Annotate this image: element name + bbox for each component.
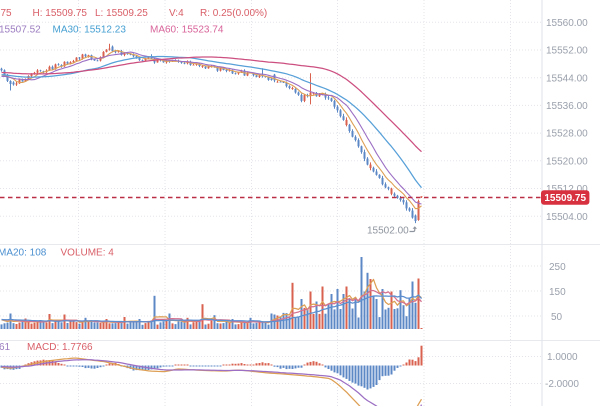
svg-text:15502.00: 15502.00 xyxy=(367,226,409,237)
svg-text:15512.00: 15512.00 xyxy=(546,184,588,195)
svg-text:MA30: 15512.23: MA30: 15512.23 xyxy=(53,25,127,36)
svg-text:VOLUME: 4: VOLUME: 4 xyxy=(61,248,115,259)
svg-text:50: 50 xyxy=(551,312,563,323)
svg-text:R: 0.25(0.00%): R: 0.25(0.00%) xyxy=(200,8,267,19)
svg-text:MA20: 108: MA20: 108 xyxy=(0,248,47,259)
svg-text:75: 75 xyxy=(1,8,13,19)
svg-text:MA60: 15523.74: MA60: 15523.74 xyxy=(150,25,224,36)
svg-text:15544.00: 15544.00 xyxy=(546,73,588,84)
svg-text:15504.00: 15504.00 xyxy=(546,212,588,223)
svg-text:15536.00: 15536.00 xyxy=(546,101,588,112)
svg-text:1.0000: 1.0000 xyxy=(547,352,578,363)
svg-text:15520.00: 15520.00 xyxy=(546,156,588,167)
svg-text:15560.00: 15560.00 xyxy=(546,18,588,29)
svg-text:150: 150 xyxy=(549,287,566,298)
svg-text:15552.00: 15552.00 xyxy=(546,46,588,57)
svg-text:L: 15509.25: L: 15509.25 xyxy=(95,8,148,19)
svg-text:15509.75: 15509.75 xyxy=(544,193,586,204)
svg-text:61: 61 xyxy=(0,342,11,353)
svg-text:15528.00: 15528.00 xyxy=(546,129,588,140)
svg-text:-2.0000: -2.0000 xyxy=(545,379,579,390)
svg-text:MACD: 1.7766: MACD: 1.7766 xyxy=(27,342,93,353)
svg-text:250: 250 xyxy=(549,262,566,273)
svg-text:V:4: V:4 xyxy=(169,8,184,19)
svg-text:15507.52: 15507.52 xyxy=(0,25,41,36)
svg-text:H: 15509.75: H: 15509.75 xyxy=(33,8,88,19)
